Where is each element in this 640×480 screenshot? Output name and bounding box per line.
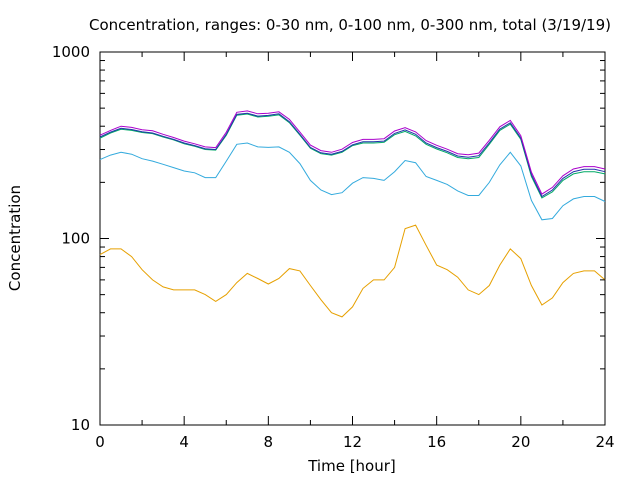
y-tick-label: 1000 bbox=[52, 43, 90, 61]
series-line-3 bbox=[99, 113, 606, 199]
series-line-5 bbox=[99, 110, 606, 195]
series-line-2 bbox=[99, 142, 606, 221]
x-axis-ticks: 0 4 8 12 16 20 24 bbox=[95, 52, 615, 451]
series-layer bbox=[99, 110, 606, 318]
x-tick-label: 8 bbox=[264, 433, 274, 451]
series-line-4 bbox=[99, 112, 606, 198]
x-tick-label: 4 bbox=[179, 433, 189, 451]
x-tick-label: 12 bbox=[343, 433, 362, 451]
x-tick-label: 24 bbox=[595, 433, 614, 451]
y-axis-ticks: 10 100 1000 bbox=[52, 43, 605, 434]
x-axis-label: Time [hour] bbox=[307, 457, 396, 475]
y-tick-label: 10 bbox=[71, 416, 90, 434]
x-tick-label: 20 bbox=[511, 433, 530, 451]
x-tick-label: 16 bbox=[427, 433, 446, 451]
x-tick-label: 0 bbox=[95, 433, 105, 451]
y-axis-label: Concentration bbox=[6, 185, 24, 291]
y-tick-label: 100 bbox=[61, 230, 90, 248]
chart-title: Concentration, ranges: 0-30 nm, 0-100 nm… bbox=[89, 16, 611, 34]
series-line-1 bbox=[99, 224, 606, 318]
plot-area bbox=[99, 51, 606, 426]
